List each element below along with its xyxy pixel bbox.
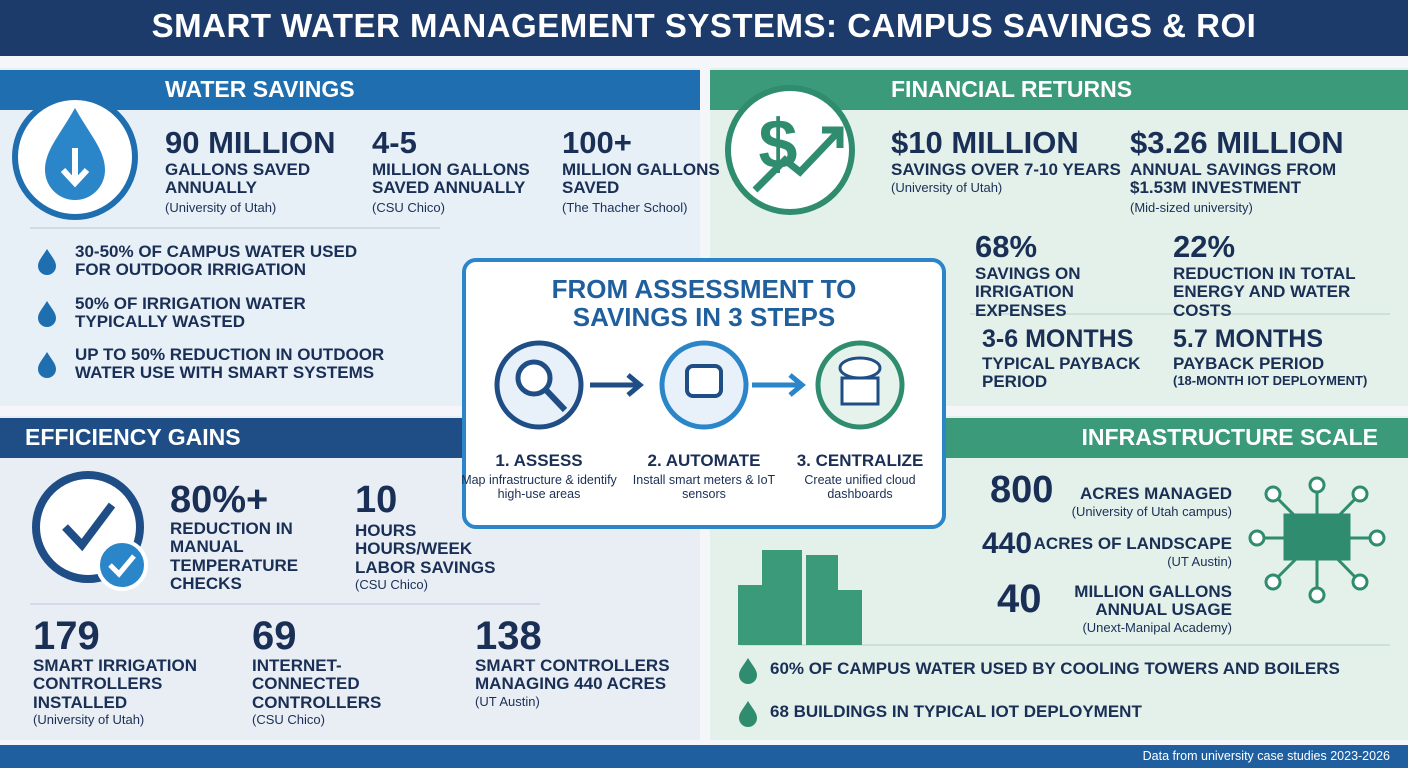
stat-value: 179 (33, 614, 100, 658)
stat-label: ACRES MANAGED (1079, 484, 1232, 503)
stat-source: (UT Austin) (1167, 554, 1232, 569)
step-name: 2. AUTOMATE (647, 451, 761, 470)
check (62, 502, 116, 552)
water-header (0, 70, 700, 110)
stat-source: (18-MONTH IOT DEPLOYMENT) (1173, 373, 1368, 388)
stat-value: 10 (355, 479, 398, 521)
stat-source: (University of Utah) (165, 200, 277, 215)
step-description: Create unified cloud dashboards (804, 473, 916, 501)
step-description: Map infrastructure & identify high-use a… (461, 473, 617, 501)
trend-arrow (752, 126, 844, 193)
stat-label: SAVINGS ON IRRIGATION EXPENSES (975, 264, 1081, 320)
stat-source: (Unext-Manipal Academy) (1082, 620, 1232, 635)
stat-label: SAVINGS OVER 7-10 YEARS (891, 160, 1121, 179)
stat-value: 138 (475, 614, 542, 658)
stat-label: MILLION GALLONS SAVED ANNUALLY (372, 160, 530, 198)
section-heading: FINANCIAL RETURNS (891, 76, 1133, 102)
bullet-text: 30-50% OF CAMPUS WATER USED FOR OUTDOOR … (75, 242, 358, 280)
stat-label: GALLONS SAVED ANNUALLY (165, 160, 311, 198)
bullet-icon (38, 249, 56, 275)
stat-value: 440 (982, 527, 1033, 560)
section-heading: INFRASTRUCTURE SCALE (1081, 424, 1378, 450)
stat-label: MILLION GALLONS SAVED (562, 160, 720, 198)
stat-label: INTERNET-CONNECTED CONTROLLERS (252, 656, 382, 712)
stat-value: $10 MILLION (891, 125, 1079, 160)
stat-value: 22% (1173, 229, 1236, 264)
step-name: 1. ASSESS (495, 451, 583, 470)
step-name: 3. CENTRALIZE (796, 451, 924, 470)
footer-bar (0, 745, 1408, 768)
stat-source: (University of Utah) (891, 180, 1003, 195)
stat-label: REDUCTION IN MANUAL TEMPERATURE CHECKS (170, 519, 299, 594)
stat-source: (Mid-sized university) (1130, 200, 1253, 215)
stat-value: 3-6 MONTHS (982, 325, 1134, 353)
steps-title: FROM ASSESSMENT TO SAVINGS IN 3 STEPS (551, 274, 857, 333)
stat-source: (University of Utah) (33, 712, 145, 727)
stat-value: 40 (997, 577, 1042, 621)
stat-value: 5.7 MONTHS (1173, 325, 1324, 353)
stat-label: MILLION GALLONS ANNUAL USAGE (1074, 582, 1232, 620)
footer-text: Data from university case studies 2023-2… (1142, 749, 1390, 763)
stat-value: 80%+ (170, 479, 269, 521)
section-heading: WATER SAVINGS (165, 76, 355, 102)
section-heading: EFFICIENCY GAINS (25, 424, 241, 450)
stat-label: HOURS HOURS/WEEK LABOR SAVINGS (355, 521, 496, 577)
bullet-text: 68 BUILDINGS IN TYPICAL IOT DEPLOYMENT (770, 702, 1142, 721)
stat-value: 69 (252, 614, 297, 658)
step-description: Install smart meters & IoT sensors (632, 473, 776, 501)
bullet-text: UP TO 50% REDUCTION IN OUTDOOR WATER USE… (75, 345, 385, 383)
bullet-icon (739, 658, 757, 684)
check-badge (96, 539, 148, 591)
stat-label: REDUCTION IN TOTAL ENERGY AND WATER COST… (1173, 264, 1356, 320)
title-bar (0, 0, 1408, 56)
finance-icon (725, 85, 855, 215)
stat-source: (CSU Chico) (372, 200, 445, 215)
bullet-icon (739, 701, 757, 727)
bullet-text: 50% OF IRRIGATION WATER TYPICALLY WASTED (75, 294, 306, 332)
network-icon (1248, 476, 1386, 604)
stat-value: 68% (975, 229, 1038, 264)
stat-label: ACRES OF LANDSCAPE (1033, 534, 1232, 553)
stat-source: (CSU Chico) (252, 712, 325, 727)
stat-source: (CSU Chico) (355, 577, 428, 592)
stat-label: SMART CONTROLLERS MANAGING 440 ACRES (475, 656, 670, 694)
step-icons (494, 340, 905, 430)
stat-value: 90 MILLION (165, 125, 336, 160)
check (108, 554, 136, 578)
stat-source: (UT Austin) (475, 694, 540, 709)
stat-value: 800 (990, 469, 1054, 511)
bullet-icon (38, 352, 56, 378)
stat-value: 4-5 (372, 125, 417, 160)
stat-label: ANNUAL SAVINGS FROM $1.53M INVESTMENT (1130, 160, 1337, 198)
stat-source: (The Thacher School) (562, 200, 688, 215)
stat-value: 100+ (562, 125, 632, 160)
stat-source: (University of Utah campus) (1071, 504, 1232, 519)
stat-label: SMART IRRIGATION CONTROLLERS INSTALLED (33, 656, 198, 712)
stat-label: PAYBACK PERIOD (1173, 354, 1325, 373)
arrow (60, 148, 90, 188)
stat-value: $3.26 MILLION (1130, 125, 1344, 160)
bullet-icon (38, 301, 56, 327)
skyline (738, 550, 862, 645)
bullet-text: 60% OF CAMPUS WATER USED BY COOLING TOWE… (770, 659, 1340, 678)
stat-label: TYPICAL PAYBACK PERIOD (982, 354, 1141, 392)
page-title: SMART WATER MANAGEMENT SYSTEMS: CAMPUS S… (151, 7, 1257, 44)
